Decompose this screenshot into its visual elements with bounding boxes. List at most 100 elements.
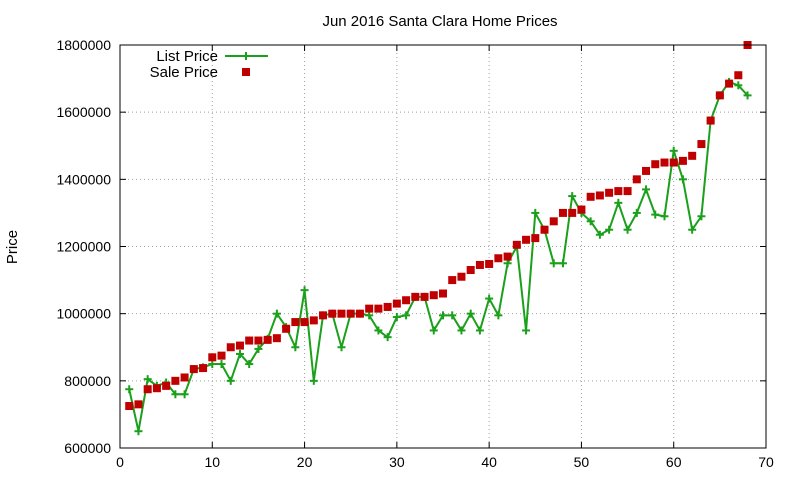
sale-price-point <box>688 151 697 160</box>
sale-price-point <box>402 296 411 305</box>
sale-price-point <box>466 266 475 275</box>
sale-price-point <box>309 316 318 325</box>
sale-price-point <box>522 235 531 244</box>
list-price-point <box>586 217 595 226</box>
sale-price-point <box>355 309 364 318</box>
sale-price-point <box>734 71 743 80</box>
sale-price-point <box>503 252 512 261</box>
y-tick-label: 1000000 <box>56 306 111 322</box>
x-tick-label: 50 <box>574 454 590 470</box>
list-price-point <box>392 313 401 322</box>
legend-marker-sale-price <box>242 68 250 76</box>
list-price-point <box>568 192 577 201</box>
sale-price-point <box>189 365 198 374</box>
x-tick-label: 40 <box>481 454 497 470</box>
x-tick-label: 0 <box>116 454 124 470</box>
y-tick-label: 1200000 <box>56 239 111 255</box>
grid <box>120 45 766 448</box>
list-price-point <box>688 225 697 234</box>
sale-price-point <box>272 334 281 343</box>
sale-price-point <box>605 188 614 197</box>
sale-price-point <box>263 335 272 344</box>
list-price-point <box>614 198 623 207</box>
list-price-point <box>125 385 134 394</box>
sale-price-point <box>254 336 263 345</box>
sale-price-point <box>235 341 244 350</box>
sale-price-point <box>614 187 623 196</box>
sale-price-point <box>125 402 134 411</box>
sale-price-point <box>651 160 660 169</box>
sale-price-point <box>669 158 678 167</box>
sale-price-point <box>171 376 180 385</box>
sale-price-point <box>558 208 567 217</box>
list-price-point <box>217 360 226 369</box>
sale-price-point <box>540 225 549 234</box>
list-price-point <box>383 333 392 342</box>
sale-price-point <box>715 91 724 100</box>
y-axis-label: Price <box>4 230 21 264</box>
sale-price-point <box>448 276 457 285</box>
sale-price-point <box>346 309 355 318</box>
sale-price-point <box>134 400 143 409</box>
list-price-point <box>457 326 466 335</box>
list-price-point <box>743 91 752 100</box>
list-price-point <box>448 311 457 320</box>
list-price-point <box>558 259 567 268</box>
list-price-point <box>549 259 558 268</box>
list-price-point <box>503 259 512 268</box>
sale-price-point <box>706 116 715 125</box>
sale-price-point <box>623 187 632 196</box>
list-price-point <box>374 326 383 335</box>
list-price-point <box>494 311 503 320</box>
sale-price-point <box>199 364 208 373</box>
sale-price-point <box>291 318 300 327</box>
sale-price-point <box>208 353 217 362</box>
list-price-point <box>180 390 189 399</box>
list-price-point <box>678 175 687 184</box>
list-price-point <box>522 326 531 335</box>
sale-price-point <box>678 156 687 165</box>
sale-price-point <box>512 240 521 249</box>
sale-price-point <box>632 175 641 184</box>
sale-price-point <box>319 311 328 320</box>
list-price-point <box>143 375 152 384</box>
sale-price-point <box>577 205 586 214</box>
x-tick-label: 30 <box>389 454 405 470</box>
sale-price-point <box>245 336 254 345</box>
list-price-point <box>623 225 632 234</box>
list-price-point <box>642 185 651 194</box>
sale-price-point <box>383 302 392 311</box>
sale-price-point <box>282 324 291 333</box>
list-price-point <box>669 146 678 155</box>
list-price-point <box>309 376 318 385</box>
sale-price-point <box>226 343 235 352</box>
list-price-point <box>734 81 743 90</box>
sale-price-point <box>485 259 494 268</box>
y-tick-label: 1400000 <box>56 171 111 187</box>
list-price-point <box>595 230 604 239</box>
list-price-point <box>429 326 438 335</box>
x-tick-label: 70 <box>758 454 774 470</box>
sale-price-point <box>328 309 337 318</box>
list-price-point <box>402 311 411 320</box>
sale-price-point <box>217 351 226 360</box>
series-layer <box>125 41 752 436</box>
sale-price-point <box>725 79 734 88</box>
sale-price-point <box>531 234 540 243</box>
sale-price-point <box>180 373 189 382</box>
sale-price-point <box>586 192 595 201</box>
x-tick-label: 60 <box>666 454 682 470</box>
sale-price-point <box>549 217 558 226</box>
plot-frame <box>119 44 767 449</box>
list-price-point <box>466 309 475 318</box>
x-tick-label: 10 <box>204 454 220 470</box>
sale-price-point <box>568 208 577 217</box>
list-price-point <box>531 208 540 217</box>
list-price-point <box>171 390 180 399</box>
list-price-point <box>475 326 484 335</box>
list-price-point <box>272 309 281 318</box>
list-price-point <box>697 212 706 221</box>
list-price-point <box>235 349 244 358</box>
